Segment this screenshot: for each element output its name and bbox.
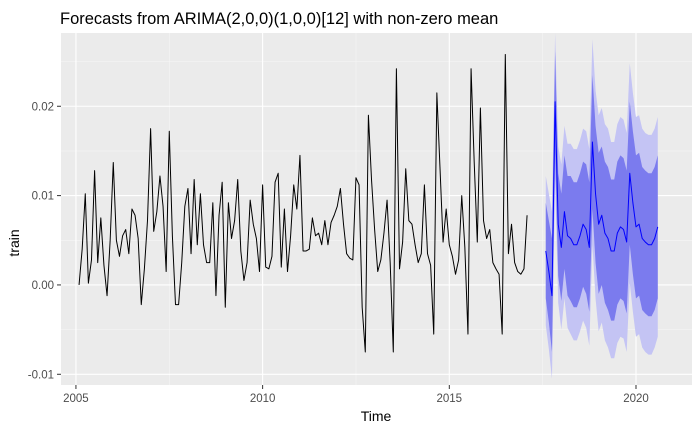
- series-lines: [78, 53, 659, 353]
- chart-title: Forecasts from ARIMA(2,0,0)(1,0,0)[12] w…: [60, 10, 498, 28]
- y-tick-label: 0.01: [32, 191, 54, 203]
- x-tick-label: 2015: [437, 393, 463, 405]
- y-axis-title: train: [6, 229, 22, 256]
- x-tick-label: 2020: [623, 393, 649, 405]
- y-axis: -0.01 0.00 0.01 0.02: [28, 101, 61, 381]
- band-80: [545, 50, 658, 352]
- x-axis-title: Time: [361, 408, 392, 424]
- prediction-intervals: [545, 33, 658, 379]
- y-tick-label: 0.00: [32, 280, 54, 292]
- observed-series-line: [78, 53, 528, 353]
- x-tick-label: 2010: [250, 393, 276, 405]
- x-axis: 2005 2010 2015 2020: [63, 385, 649, 405]
- forecast-series-line: [545, 101, 659, 297]
- y-tick-label: -0.01: [28, 369, 54, 381]
- y-tick-label: 0.02: [32, 101, 54, 113]
- x-tick-label: 2005: [63, 393, 89, 405]
